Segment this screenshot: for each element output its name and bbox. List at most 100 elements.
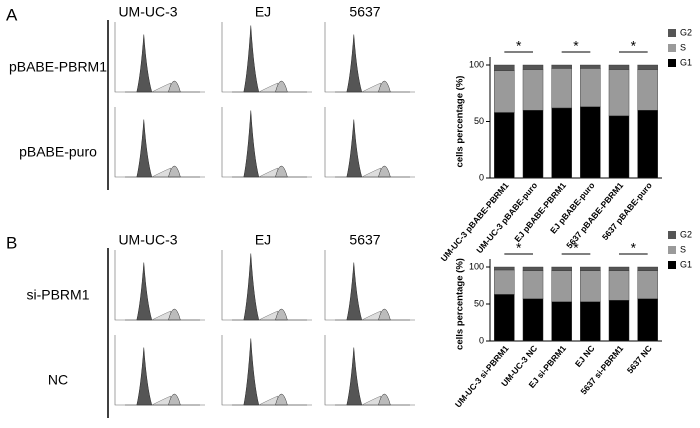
g1-peak [136, 119, 153, 178]
bar-segment [551, 68, 572, 109]
legend-label: G2 [680, 27, 692, 37]
s-region [361, 167, 382, 178]
g2-peak [378, 80, 391, 93]
g2-peak [168, 165, 181, 178]
legend-swatch [668, 231, 676, 239]
histogram-axes [114, 22, 205, 93]
column-header: UM-UC-3 [118, 232, 177, 248]
g1-peak [346, 262, 363, 321]
legend-swatch [668, 246, 676, 254]
y-tick-label: 100 [469, 59, 484, 69]
column-header: 5637 [349, 232, 380, 248]
bar-segment [494, 294, 515, 342]
x-tick-label: EJ NC [573, 343, 597, 369]
row-label: pBABE-PBRM1 [9, 59, 107, 75]
bar-segment [608, 270, 630, 301]
bar-segment [637, 266, 658, 271]
legend-label: G1 [680, 57, 692, 67]
significance-mark: * [631, 38, 637, 54]
bar-segment [522, 69, 544, 111]
s-region [151, 310, 172, 321]
bar-segment [494, 269, 515, 295]
histogram-axes [324, 107, 415, 178]
g1-peak [346, 119, 363, 178]
column-header: 5637 [349, 4, 380, 20]
bar-segment [494, 112, 515, 179]
bar-segment [551, 107, 572, 179]
g2-peak [275, 165, 288, 178]
x-tick-label: UM-UC-3 si-PBRM1 [453, 343, 511, 409]
bar-segment [522, 64, 544, 70]
g2-peak [168, 80, 181, 93]
bar-segment [637, 69, 658, 111]
bar-segment [608, 266, 630, 271]
y-axis-label: cells percentage (%) [455, 76, 466, 168]
g1-peak [243, 25, 260, 93]
bar-segment [580, 270, 601, 302]
bar-segment [580, 301, 601, 342]
bar-segment [494, 266, 515, 271]
s-region [258, 395, 279, 406]
significance-mark: * [516, 38, 522, 54]
s-region [151, 82, 172, 93]
histogram-axes [114, 335, 205, 406]
g1-peak [136, 262, 153, 321]
legend-label: S [680, 244, 686, 254]
s-region [361, 310, 382, 321]
y-tick-label: 50 [474, 298, 484, 308]
histogram-axes [324, 335, 415, 406]
histogram-axes [221, 107, 312, 178]
bar-segment [551, 301, 572, 342]
g2-peak [275, 80, 288, 93]
bar-segment [580, 106, 601, 179]
column-header: UM-UC-3 [118, 4, 177, 20]
legend-swatch [668, 29, 676, 37]
bar-segment [637, 64, 658, 70]
bar-segment [608, 300, 630, 342]
bar-segment [637, 109, 658, 179]
g1-peak [346, 347, 363, 406]
legend-swatch [668, 59, 676, 67]
legend-label: G2 [680, 229, 692, 239]
panel-label: A [6, 5, 18, 24]
bar-segment [522, 298, 544, 342]
significance-mark: * [573, 38, 579, 54]
g2-peak [378, 165, 391, 178]
column-header: EJ [255, 4, 271, 20]
g1-peak [243, 338, 260, 406]
bar-segment [522, 266, 544, 271]
bar-segment [551, 266, 572, 271]
y-axis-label: cells percentage (%) [455, 258, 466, 350]
g1-peak [136, 34, 153, 93]
g2-peak [168, 308, 181, 321]
s-region [258, 167, 279, 178]
panel-label: B [6, 233, 17, 252]
histogram-axes [114, 107, 205, 178]
g2-peak [168, 393, 181, 406]
bar-segment [580, 68, 601, 108]
histogram-axes [114, 250, 205, 321]
significance-mark: * [516, 240, 522, 256]
bar-segment [522, 109, 544, 179]
g1-peak [346, 34, 363, 93]
g1-peak [136, 347, 153, 406]
legend-swatch [668, 261, 676, 269]
row-label: NC [48, 372, 68, 388]
histogram-axes [324, 250, 415, 321]
s-region [361, 82, 382, 93]
g2-peak [275, 393, 288, 406]
s-region [151, 167, 172, 178]
x-tick-label: 5637 pBABE-puro [600, 180, 654, 242]
s-region [361, 395, 382, 406]
g2-peak [378, 393, 391, 406]
g1-peak [243, 253, 260, 321]
s-region [151, 395, 172, 406]
g2-peak [275, 308, 288, 321]
bar-segment [580, 266, 601, 271]
bar-segment [551, 270, 572, 302]
x-tick-label: 5637 NC [625, 343, 654, 375]
bar-segment [494, 64, 515, 71]
y-tick-label: 50 [474, 116, 484, 126]
column-header: EJ [255, 232, 271, 248]
